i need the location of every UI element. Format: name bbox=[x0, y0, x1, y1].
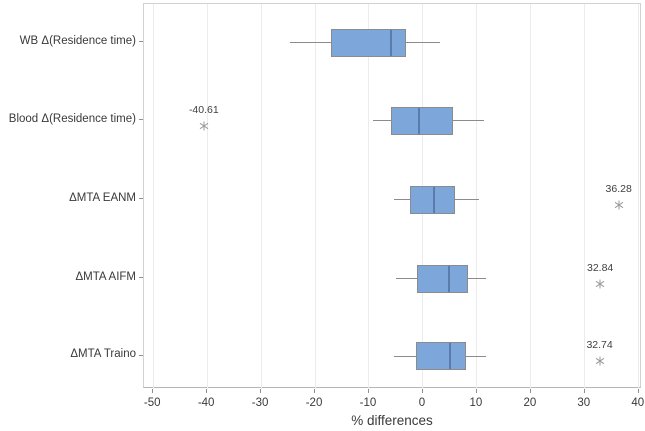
x-tick-label: -10 bbox=[359, 397, 377, 409]
y-axis-tick bbox=[139, 119, 143, 120]
x-tick-label: 40 bbox=[631, 397, 645, 409]
median-4 bbox=[449, 343, 452, 369]
box-3 bbox=[417, 264, 468, 293]
gridline-x--30 bbox=[260, 4, 262, 389]
x-axis-tick bbox=[206, 389, 208, 393]
y-category-label: WB Δ(Residence time) bbox=[19, 34, 136, 47]
outlier-star-icon bbox=[199, 118, 209, 136]
box-4 bbox=[415, 342, 467, 370]
y-axis-tick bbox=[139, 41, 143, 42]
x-tick-label: 10 bbox=[469, 397, 483, 409]
outlier-star-icon bbox=[595, 276, 605, 294]
x-axis-tick bbox=[637, 389, 639, 393]
y-category-label: ΔMTA Traino bbox=[70, 348, 136, 360]
gridline-x-40 bbox=[638, 4, 640, 389]
gridline-x-10 bbox=[476, 4, 478, 389]
gridline-x--40 bbox=[206, 4, 208, 389]
median-3 bbox=[448, 265, 451, 292]
gridline-x-20 bbox=[530, 4, 532, 389]
x-tick-label: 0 bbox=[418, 397, 426, 409]
x-axis-title: % differences bbox=[351, 413, 433, 428]
outlier-star-icon bbox=[595, 353, 605, 371]
box-1 bbox=[391, 106, 453, 135]
outlier-value-label: 32.74 bbox=[586, 339, 613, 351]
x-axis-tick bbox=[314, 389, 316, 393]
box-2 bbox=[409, 185, 455, 214]
x-tick-label: -50 bbox=[143, 397, 161, 409]
y-category-label: ΔMTA EANM bbox=[69, 191, 136, 204]
gridline-x--10 bbox=[368, 4, 370, 389]
plot-area: -40.61 36.28 32.84 32.74 bbox=[143, 3, 641, 389]
outlier-value-label: -40.61 bbox=[188, 103, 219, 116]
median-0 bbox=[389, 29, 392, 56]
y-axis-tick bbox=[139, 277, 143, 278]
x-axis-tick bbox=[583, 389, 585, 393]
x-axis-tick bbox=[529, 389, 531, 393]
x-axis-tick bbox=[260, 389, 262, 393]
y-category-label: Blood Δ(Residence time) bbox=[8, 112, 136, 125]
gridline-x--50 bbox=[152, 4, 154, 389]
y-axis-tick bbox=[139, 354, 143, 356]
x-tick-label: 30 bbox=[577, 397, 591, 409]
box-0 bbox=[331, 28, 407, 57]
outlier-value-label: 36.28 bbox=[605, 182, 632, 195]
x-tick-label: -20 bbox=[305, 397, 323, 409]
y-category-label: ΔMTA AIFM bbox=[75, 270, 137, 283]
x-tick-label: -40 bbox=[197, 397, 215, 409]
outlier-value-label: 32.84 bbox=[586, 261, 614, 274]
gridline-x--20 bbox=[314, 4, 316, 389]
x-axis-tick bbox=[475, 389, 477, 393]
median-1 bbox=[417, 107, 420, 134]
outlier-star-icon bbox=[614, 197, 624, 215]
x-axis-tick bbox=[152, 389, 154, 393]
x-axis-tick bbox=[367, 389, 369, 393]
gridline-x-30 bbox=[584, 4, 586, 389]
median-2 bbox=[433, 186, 436, 213]
x-axis-tick bbox=[421, 389, 423, 393]
x-tick-label: -30 bbox=[251, 397, 269, 409]
x-tick-label: 20 bbox=[523, 397, 537, 409]
y-axis-tick bbox=[139, 198, 143, 200]
